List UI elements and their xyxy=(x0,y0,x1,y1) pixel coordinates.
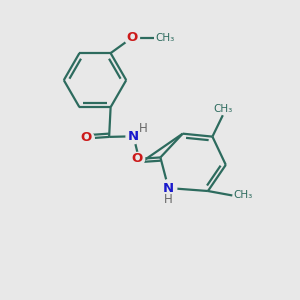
Text: N: N xyxy=(163,182,174,194)
Circle shape xyxy=(126,129,141,144)
Circle shape xyxy=(132,152,145,166)
Text: N: N xyxy=(128,130,139,143)
Text: O: O xyxy=(126,31,138,44)
Text: H: H xyxy=(139,122,148,135)
Text: O: O xyxy=(81,131,92,144)
Text: H: H xyxy=(164,193,173,206)
Circle shape xyxy=(124,30,140,45)
Text: O: O xyxy=(131,152,142,165)
Text: CH₃: CH₃ xyxy=(156,33,175,43)
Text: CH₃: CH₃ xyxy=(213,104,232,114)
Circle shape xyxy=(160,180,177,196)
Text: CH₃: CH₃ xyxy=(234,190,253,200)
Circle shape xyxy=(81,132,94,145)
